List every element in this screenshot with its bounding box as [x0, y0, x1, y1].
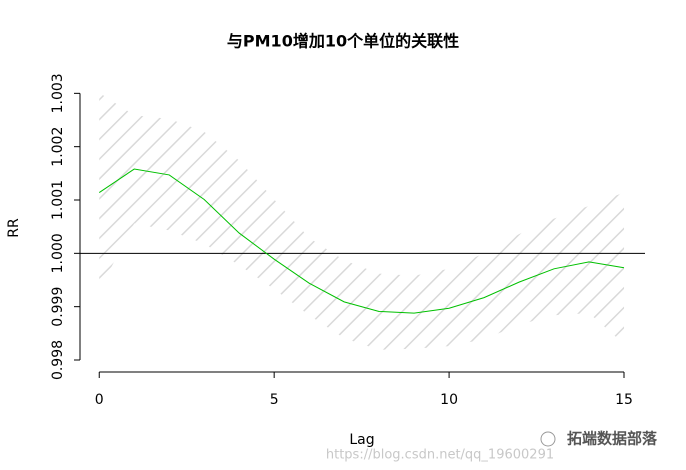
- y-tick-label: 1.002: [50, 127, 66, 167]
- y-axis-label: RR: [6, 218, 22, 238]
- y-tick-label: 1.003: [50, 73, 66, 113]
- y-tick-label: 1.001: [50, 180, 66, 220]
- x-tick-label: 15: [615, 392, 633, 408]
- x-tick-label: 5: [270, 392, 279, 408]
- watermark-url: https://blog.csdn.net/qq_19600291: [326, 448, 554, 463]
- y-tick-label: 0.998: [50, 340, 66, 380]
- y-tick-label: 0.999: [50, 287, 66, 327]
- x-axis-label: Lag: [349, 432, 374, 448]
- chart-title: 与PM10增加10个单位的关联性: [227, 32, 459, 51]
- x-tick-label: 0: [95, 392, 104, 408]
- y-tick-label: 1.000: [50, 233, 66, 273]
- watermark-brand: 拓端数据部落: [567, 430, 658, 448]
- confidence-band: [99, 92, 625, 350]
- x-tick-label: 10: [440, 392, 458, 408]
- line: [98, 168, 625, 314]
- watermark-icon: [540, 431, 556, 447]
